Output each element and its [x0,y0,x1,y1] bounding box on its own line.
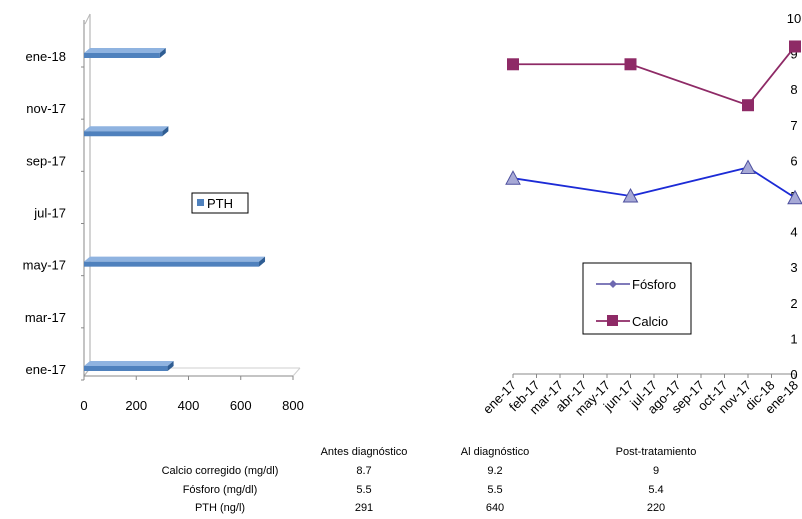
right-y-tick-label: 3 [790,260,797,275]
left-x-tick-label: 400 [178,398,200,413]
legend-fosforo-label: Fósforo [632,277,676,292]
left-legend-swatch [197,199,204,206]
left-y-tick-label: may-17 [23,258,66,273]
series-line-fósforo [512,166,796,199]
right-y-tick-label: 9 [790,47,797,62]
right-y-tick-label: 6 [790,153,797,168]
left-x-tick-label: 800 [282,398,304,413]
left-y-tick-label: ene-18 [26,49,66,64]
bar-pth-front [84,131,163,137]
bar-pth-front [84,53,160,58]
fosforo-marker [787,189,802,205]
bar-pth-end [159,48,166,58]
fosforo-marker [740,159,756,175]
legend-calcio-marker [607,315,618,326]
calcio-marker [507,58,519,71]
right-y-tick-label: 4 [790,225,797,240]
bar-pth [84,48,166,58]
calcio-marker [624,58,637,71]
left-floor-side-edge [292,367,301,377]
left-y-tick-label: ene-17 [26,362,66,377]
bar-pth-end [162,126,169,137]
bar-pth-top [84,126,169,132]
right-y-tick-label: 10 [787,11,801,26]
right-y-tick-label: 1 [790,331,797,346]
bar-pth [84,361,174,371]
series-line-calcio [513,45,796,107]
bar-pth-front [84,366,168,371]
right-y-tick-label: 7 [790,118,797,133]
bar-pth [84,256,266,267]
left-y-tick-label: nov-17 [26,101,66,116]
left-x-tick-label: 200 [125,398,147,413]
left-x-tick-label: 600 [230,398,252,413]
bar-pth-top [84,256,266,262]
left-x-tick-label: 0 [80,398,87,413]
calcio-marker [742,99,754,112]
left-legend-label: PTH [207,196,233,211]
bar-pth-front [84,261,260,267]
legend-calcio-label: Calcio [632,314,668,329]
left-wall-edge [83,14,91,377]
bar-pth-end [167,361,174,371]
left-wall-top-edge [84,13,91,25]
fosforo-marker [505,170,521,185]
bar-pth-end [259,256,266,267]
fosforo-marker [622,187,639,203]
left-legend-box [191,192,249,214]
calcio-marker [789,40,801,53]
legend-fosforo-marker [609,280,617,288]
right-y-tick-label: 2 [790,296,797,311]
left-y-tick-label: jul-17 [33,206,66,221]
left-y-tick-label: mar-17 [25,310,66,325]
bar-pth [84,126,169,137]
bar-pth-top [84,361,174,366]
bar-pth-top [84,48,166,53]
left-y-tick-label: sep-17 [26,153,66,168]
right-legend-box [582,262,692,335]
right-y-tick-label: 0 [790,367,797,382]
right-y-tick-label: 8 [790,82,797,97]
